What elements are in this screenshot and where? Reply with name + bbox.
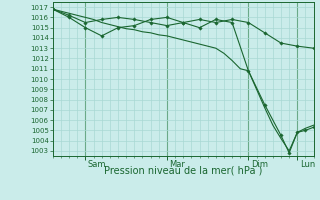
Text: Mar: Mar	[169, 160, 185, 169]
Text: Dim: Dim	[251, 160, 268, 169]
Text: Sam: Sam	[88, 160, 106, 169]
X-axis label: Pression niveau de la mer( hPa ): Pression niveau de la mer( hPa )	[104, 166, 262, 176]
Text: Lun: Lun	[300, 160, 315, 169]
